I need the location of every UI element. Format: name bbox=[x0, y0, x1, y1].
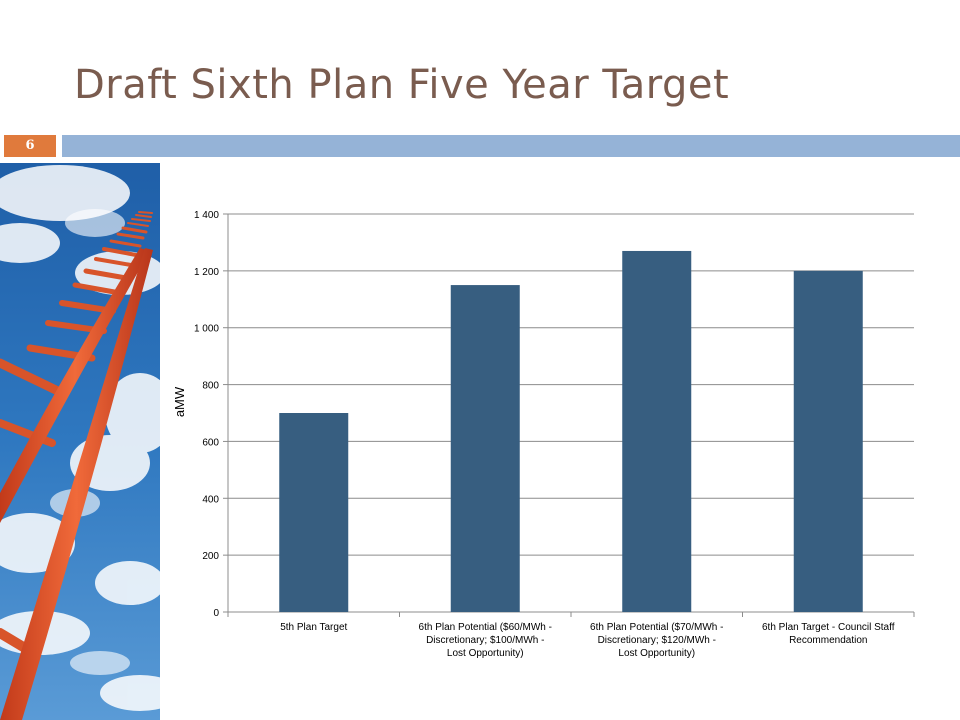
header-accent-bar bbox=[62, 135, 960, 157]
bar bbox=[279, 413, 349, 612]
chart-bars bbox=[279, 250, 863, 612]
y-tick-label: 600 bbox=[202, 437, 219, 448]
y-tick-label: 0 bbox=[213, 608, 219, 619]
x-axis-ticks: 5th Plan Target 6th Plan Potential ($60/M… bbox=[227, 612, 915, 659]
y-axis-ticks: 0 200 400 600 800 1 000 1 200 1 400 bbox=[194, 210, 219, 619]
y-tick-label: 1 200 bbox=[194, 267, 219, 278]
bar-chart: 0 200 400 600 800 1 000 1 200 1 400 5th Plan Ta… bbox=[162, 180, 942, 680]
slide-title: Draft Sixth Plan Five Year Target bbox=[74, 62, 730, 108]
y-axis-label: aMW bbox=[172, 386, 187, 417]
y-tick-label: 800 bbox=[202, 381, 219, 392]
ladder-to-sky-image bbox=[0, 163, 160, 720]
y-tick-label: 200 bbox=[202, 551, 219, 562]
y-tick-label: 1 000 bbox=[194, 324, 219, 335]
x-tick-label: 5th Plan Target bbox=[280, 622, 347, 633]
x-tick-label: 6th Plan Target - Council Staff Recommend… bbox=[762, 622, 895, 646]
bar bbox=[622, 250, 692, 612]
bar bbox=[793, 270, 863, 612]
x-tick-label: 6th Plan Potential ($70/MWh -Discretiona… bbox=[590, 622, 723, 659]
bar bbox=[450, 285, 520, 612]
slide-number-badge: 6 bbox=[4, 135, 56, 157]
x-tick-label: 6th Plan Potential ($60/MWh -Discretiona… bbox=[419, 622, 552, 659]
chart-svg: 0 200 400 600 800 1 000 1 200 1 400 5th Plan Ta… bbox=[172, 210, 915, 659]
y-tick-label: 400 bbox=[202, 494, 219, 505]
y-tick-label: 1 400 bbox=[194, 210, 219, 221]
